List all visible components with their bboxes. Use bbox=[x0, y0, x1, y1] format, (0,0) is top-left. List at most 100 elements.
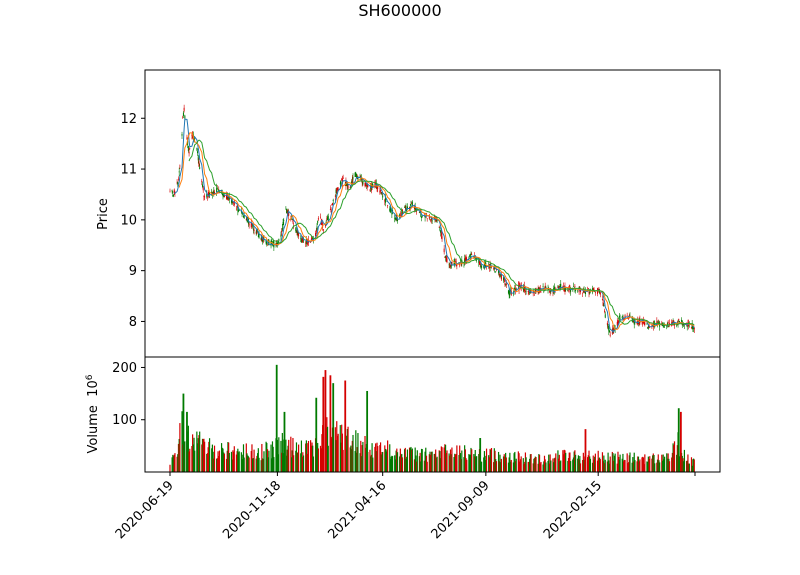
candle-body bbox=[647, 327, 649, 329]
candle-body bbox=[177, 178, 179, 180]
volume-bar bbox=[563, 449, 565, 472]
volume-bar bbox=[553, 458, 555, 472]
volume-bar bbox=[341, 424, 343, 472]
volume-bar bbox=[252, 458, 254, 472]
candle-body bbox=[213, 190, 215, 194]
volume-bar bbox=[221, 447, 223, 472]
candle-body bbox=[243, 214, 245, 219]
volume-bar bbox=[266, 449, 269, 472]
volume-bar bbox=[483, 451, 486, 472]
volume-bar bbox=[504, 456, 506, 472]
volume-bar bbox=[478, 454, 480, 472]
candle-body bbox=[603, 305, 605, 306]
candle-body bbox=[480, 266, 482, 268]
volume-bar bbox=[430, 451, 433, 472]
volume-bar bbox=[282, 453, 284, 472]
volume-bar bbox=[365, 447, 367, 472]
candle-body bbox=[560, 283, 562, 289]
candle-body bbox=[252, 224, 254, 226]
candle-body bbox=[187, 140, 189, 145]
volume-bar bbox=[634, 460, 636, 472]
volume-bar bbox=[228, 442, 230, 472]
volume-bar bbox=[653, 455, 655, 472]
volume-bar bbox=[498, 461, 500, 472]
candle-body bbox=[428, 215, 430, 219]
volume-bar bbox=[419, 452, 421, 472]
candle-body bbox=[524, 291, 526, 292]
candle-body bbox=[171, 190, 173, 192]
volume-bar bbox=[413, 459, 416, 472]
volume-bar bbox=[554, 457, 556, 472]
volume-bar bbox=[687, 454, 689, 472]
volume-bar bbox=[565, 452, 567, 472]
volume-bar bbox=[336, 435, 339, 472]
candle-body bbox=[491, 266, 492, 268]
candle-body bbox=[262, 239, 264, 242]
candle-body bbox=[250, 222, 252, 228]
volume-bar bbox=[613, 455, 616, 472]
volume-bar bbox=[666, 458, 669, 472]
volume-bar bbox=[609, 456, 611, 472]
volume-bar bbox=[690, 457, 693, 472]
candle-body bbox=[532, 293, 534, 294]
volume-bar bbox=[418, 456, 421, 472]
volume-bar bbox=[382, 451, 384, 472]
volume-y-tick-label: 200 bbox=[112, 361, 137, 376]
volume-bar bbox=[243, 457, 245, 472]
volume-bar bbox=[656, 462, 658, 472]
candle-body bbox=[339, 182, 341, 185]
candle-body bbox=[337, 188, 339, 191]
candle-body bbox=[440, 230, 442, 233]
volume-bar bbox=[187, 425, 189, 472]
candle-body bbox=[295, 230, 297, 233]
volume-bar bbox=[473, 456, 476, 472]
candle-body bbox=[365, 183, 367, 187]
candle-body bbox=[370, 185, 372, 191]
candle-body bbox=[429, 219, 431, 221]
volume-bar bbox=[642, 457, 645, 472]
candle-body bbox=[613, 326, 615, 331]
volume-bar bbox=[529, 454, 531, 472]
candle-body bbox=[369, 190, 371, 192]
volume-bar bbox=[177, 443, 180, 472]
price-y-axis-label: Price bbox=[96, 198, 111, 230]
volume-bar bbox=[231, 459, 233, 472]
volume-bar bbox=[250, 451, 252, 472]
volume-bar bbox=[364, 436, 366, 472]
volume-bar bbox=[425, 455, 428, 472]
volume-bar bbox=[440, 446, 442, 472]
volume-bar bbox=[295, 442, 298, 472]
candle-body bbox=[384, 199, 386, 202]
volume-bar bbox=[326, 417, 328, 472]
candle-body bbox=[609, 330, 610, 333]
x-tick-label: 2021-09-09 bbox=[429, 478, 493, 542]
volume-bar bbox=[631, 462, 633, 472]
candle-body bbox=[391, 209, 393, 215]
candle-body bbox=[261, 237, 263, 241]
candle-body bbox=[352, 176, 354, 180]
volume-bar bbox=[172, 456, 175, 472]
volume-bar bbox=[441, 447, 443, 472]
volume-bar bbox=[391, 455, 393, 472]
candle-body bbox=[334, 195, 336, 197]
candle-body bbox=[682, 324, 684, 326]
volume-bar bbox=[213, 451, 215, 472]
volume-bar bbox=[570, 461, 572, 472]
volume-bar bbox=[495, 459, 497, 472]
candle-body bbox=[305, 242, 307, 244]
volume-bar bbox=[389, 444, 391, 472]
volume-bar bbox=[326, 426, 329, 472]
volume-bar bbox=[268, 450, 270, 472]
volume-bar bbox=[646, 461, 648, 472]
volume-bar bbox=[627, 462, 630, 472]
candle-body bbox=[471, 254, 473, 255]
volume-bar bbox=[222, 448, 224, 472]
volume-bar bbox=[470, 447, 472, 472]
volume-bar bbox=[369, 449, 371, 472]
volume-bar bbox=[524, 452, 527, 472]
volume-bar bbox=[235, 454, 238, 472]
candle-body bbox=[450, 265, 452, 267]
candle-body bbox=[315, 233, 317, 236]
volume-bar bbox=[538, 454, 541, 472]
volume-bar bbox=[384, 445, 386, 472]
